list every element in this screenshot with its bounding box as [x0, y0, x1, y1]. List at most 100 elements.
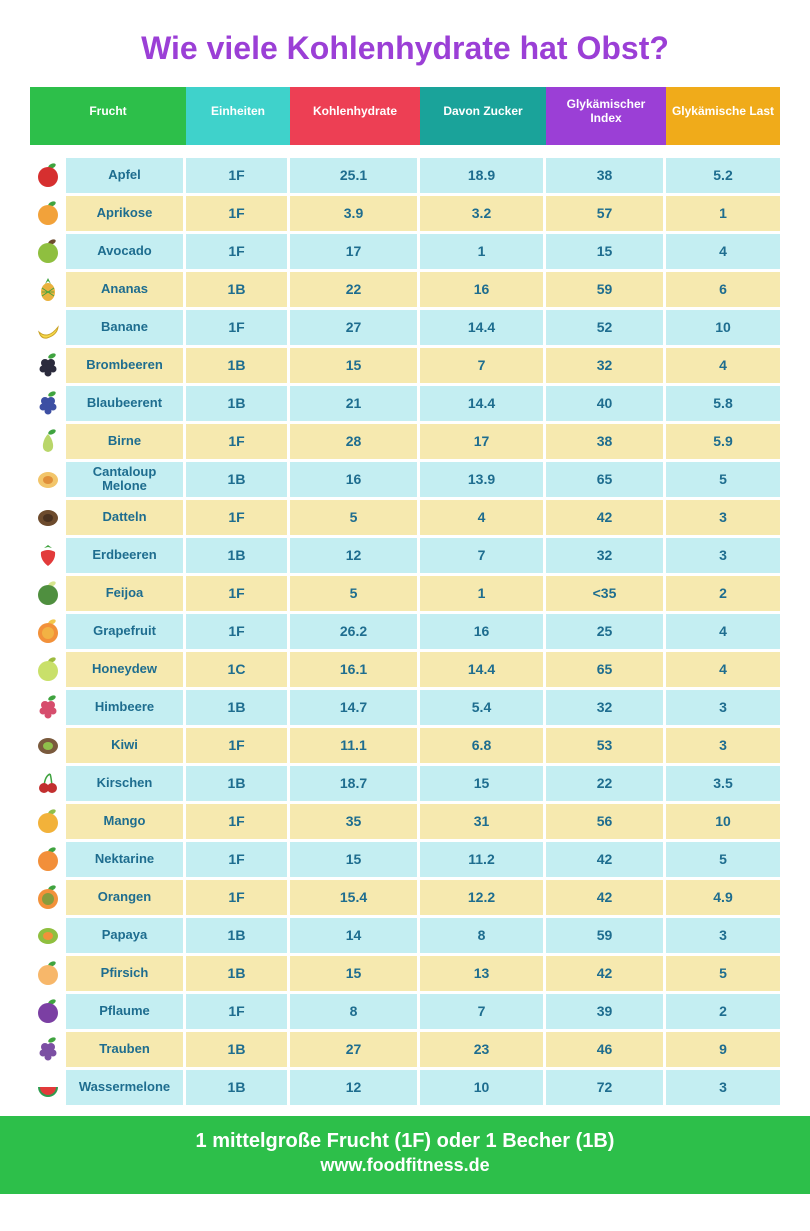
cell-name: Avocado	[66, 234, 186, 269]
cell-gl: 3	[666, 500, 780, 535]
table-row: Banane 1F 27 14.4 52 10	[30, 310, 780, 348]
cell-gl: 5	[666, 462, 780, 497]
cell-gi: 65	[546, 652, 666, 687]
table-row: Blaubeerent 1B 21 14.4 40 5.8	[30, 386, 780, 424]
cell-carbs: 3.9	[290, 196, 420, 231]
cell-name: Himbeere	[66, 690, 186, 725]
cell-name: Nektarine	[66, 842, 186, 877]
nectarine-icon	[30, 842, 66, 877]
cell-sugar: 12.2	[420, 880, 546, 915]
cell-name: Honeydew	[66, 652, 186, 687]
cell-name: Mango	[66, 804, 186, 839]
orange-icon	[30, 880, 66, 915]
table-row: Himbeere 1B 14.7 5.4 32 3	[30, 690, 780, 728]
cell-name: Ananas	[66, 272, 186, 307]
cell-carbs: 27	[290, 1032, 420, 1067]
table-row: Kirschen 1B 18.7 15 22 3.5	[30, 766, 780, 804]
cell-unit: 1F	[186, 576, 290, 611]
cell-unit: 1B	[186, 348, 290, 383]
cell-carbs: 17	[290, 234, 420, 269]
cell-unit: 1B	[186, 538, 290, 573]
footer: 1 mittelgroße Frucht (1F) oder 1 Becher …	[0, 1116, 810, 1194]
cell-carbs: 15	[290, 956, 420, 991]
cell-sugar: 14.4	[420, 310, 546, 345]
cell-sugar: 3.2	[420, 196, 546, 231]
cell-gl: 5	[666, 842, 780, 877]
cell-sugar: 16	[420, 272, 546, 307]
cell-gi: 57	[546, 196, 666, 231]
cell-carbs: 15	[290, 348, 420, 383]
cell-gi: 32	[546, 348, 666, 383]
blueberry-icon	[30, 386, 66, 421]
cell-name: Aprikose	[66, 196, 186, 231]
cell-gl: 5.8	[666, 386, 780, 421]
cell-unit: 1F	[186, 880, 290, 915]
cell-name: Birne	[66, 424, 186, 459]
table-row: Honeydew 1C 16.1 14.4 65 4	[30, 652, 780, 690]
cell-carbs: 14	[290, 918, 420, 953]
col-frucht: Frucht	[30, 87, 186, 144]
cell-name: Kiwi	[66, 728, 186, 763]
pear-icon	[30, 424, 66, 459]
grapes-icon	[30, 1032, 66, 1067]
cell-carbs: 21	[290, 386, 420, 421]
cell-name: Wassermelone	[66, 1070, 186, 1105]
table-row: Birne 1F 28 17 38 5.9	[30, 424, 780, 462]
table-row: Ananas 1B 22 16 59 6	[30, 272, 780, 310]
footer-url: www.foodfitness.de	[10, 1155, 800, 1176]
cell-gl: 3	[666, 918, 780, 953]
cell-sugar: 31	[420, 804, 546, 839]
blackberry-icon	[30, 348, 66, 383]
cell-sugar: 1	[420, 234, 546, 269]
cell-gi: 46	[546, 1032, 666, 1067]
table-header: Frucht Einheiten Kohlenhydrate Davon Zuc…	[30, 87, 780, 144]
table-row: Aprikose 1F 3.9 3.2 57 1	[30, 196, 780, 234]
cell-name: Feijoa	[66, 576, 186, 611]
table-row: Orangen 1F 15.4 12.2 42 4.9	[30, 880, 780, 918]
cell-unit: 1F	[186, 842, 290, 877]
col-einheiten: Einheiten	[186, 87, 290, 144]
cell-sugar: 7	[420, 348, 546, 383]
cell-sugar: 8	[420, 918, 546, 953]
cell-gi: 42	[546, 500, 666, 535]
cell-gi: 65	[546, 462, 666, 497]
cell-gl: 9	[666, 1032, 780, 1067]
cell-name: Trauben	[66, 1032, 186, 1067]
plum-icon	[30, 994, 66, 1029]
cell-gi: 59	[546, 272, 666, 307]
cell-gi: 52	[546, 310, 666, 345]
cell-sugar: 1	[420, 576, 546, 611]
table-row: Trauben 1B 27 23 46 9	[30, 1032, 780, 1070]
footer-legend: 1 mittelgroße Frucht (1F) oder 1 Becher …	[10, 1130, 800, 1153]
cell-unit: 1B	[186, 272, 290, 307]
cell-gl: 10	[666, 310, 780, 345]
raspberry-icon	[30, 690, 66, 725]
cell-gl: 10	[666, 804, 780, 839]
peach-icon	[30, 956, 66, 991]
cell-carbs: 8	[290, 994, 420, 1029]
cell-unit: 1B	[186, 918, 290, 953]
cell-gi: 32	[546, 690, 666, 725]
cell-sugar: 4	[420, 500, 546, 535]
cell-name: Orangen	[66, 880, 186, 915]
cell-unit: 1B	[186, 1032, 290, 1067]
honeydew-icon	[30, 652, 66, 687]
cell-unit: 1F	[186, 234, 290, 269]
page-title: Wie viele Kohlenhydrate hat Obst?	[30, 30, 780, 67]
col-gl: Glykämische Last	[666, 87, 780, 144]
cell-gi: 39	[546, 994, 666, 1029]
cell-sugar: 23	[420, 1032, 546, 1067]
table-row: Grapefruit 1F 26.2 16 25 4	[30, 614, 780, 652]
cell-gl: 3.5	[666, 766, 780, 801]
cell-gi: 22	[546, 766, 666, 801]
date-icon	[30, 500, 66, 535]
cell-gl: 2	[666, 576, 780, 611]
cell-name: Banane	[66, 310, 186, 345]
cell-gi: 72	[546, 1070, 666, 1105]
cell-unit: 1B	[186, 956, 290, 991]
cell-unit: 1F	[186, 158, 290, 193]
cell-carbs: 25.1	[290, 158, 420, 193]
cell-name: Papaya	[66, 918, 186, 953]
cell-gl: 2	[666, 994, 780, 1029]
strawberry-icon	[30, 538, 66, 573]
